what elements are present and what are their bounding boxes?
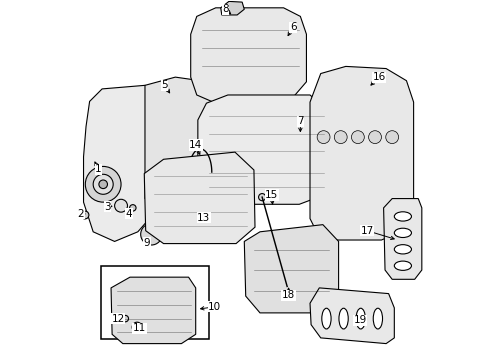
Ellipse shape — [339, 308, 348, 329]
Polygon shape — [144, 152, 255, 244]
Text: 5: 5 — [161, 80, 168, 90]
Circle shape — [317, 131, 330, 144]
Circle shape — [351, 131, 364, 144]
Circle shape — [368, 131, 381, 144]
Text: 9: 9 — [144, 238, 150, 248]
Text: 18: 18 — [282, 290, 295, 300]
Polygon shape — [310, 66, 414, 240]
Ellipse shape — [394, 228, 412, 238]
Polygon shape — [145, 77, 216, 208]
Circle shape — [259, 194, 266, 201]
Circle shape — [99, 180, 107, 189]
Text: 8: 8 — [222, 4, 229, 14]
Text: 2: 2 — [77, 209, 84, 219]
Text: 19: 19 — [353, 315, 367, 325]
Polygon shape — [111, 277, 196, 343]
Circle shape — [386, 131, 398, 144]
Text: 7: 7 — [297, 116, 304, 126]
Ellipse shape — [394, 245, 412, 254]
Polygon shape — [245, 225, 339, 313]
Polygon shape — [220, 1, 245, 15]
Text: 13: 13 — [197, 212, 211, 222]
Text: 3: 3 — [104, 202, 111, 212]
Text: 17: 17 — [361, 226, 374, 236]
Ellipse shape — [394, 261, 412, 270]
Circle shape — [115, 199, 127, 212]
Ellipse shape — [356, 308, 366, 329]
Polygon shape — [191, 8, 306, 103]
Polygon shape — [310, 288, 394, 343]
Text: 14: 14 — [189, 140, 202, 150]
Polygon shape — [384, 199, 422, 279]
Text: 11: 11 — [133, 323, 146, 333]
Circle shape — [93, 174, 113, 194]
Ellipse shape — [394, 212, 412, 221]
Circle shape — [85, 166, 121, 202]
Circle shape — [141, 224, 162, 245]
Text: 4: 4 — [125, 209, 132, 219]
Circle shape — [130, 204, 136, 211]
Text: 12: 12 — [112, 314, 125, 324]
Bar — [101, 266, 209, 339]
Text: 10: 10 — [208, 302, 221, 312]
Text: 16: 16 — [372, 72, 386, 82]
Ellipse shape — [373, 308, 383, 329]
Polygon shape — [198, 95, 331, 204]
Text: 15: 15 — [265, 190, 278, 200]
Circle shape — [132, 322, 142, 332]
Ellipse shape — [322, 308, 331, 329]
Text: 6: 6 — [290, 22, 296, 32]
Polygon shape — [83, 85, 168, 242]
Circle shape — [122, 315, 128, 322]
Circle shape — [334, 131, 347, 144]
Circle shape — [81, 211, 89, 219]
Text: 1: 1 — [95, 164, 102, 174]
